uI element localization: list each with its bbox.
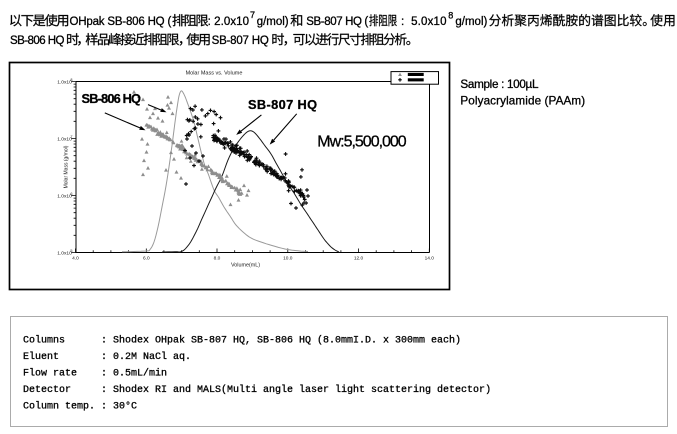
- svg-text:5.0x10: 5.0x10: [411, 16, 447, 28]
- svg-text:OHpak SB-806 HQ (: OHpak SB-806 HQ (: [70, 16, 172, 28]
- svg-text:1.0x10: 1.0x10: [57, 80, 72, 86]
- svg-text:7: 7: [70, 135, 72, 139]
- svg-text:12.0: 12.0: [354, 255, 364, 261]
- svg-text:7: 7: [250, 10, 255, 20]
- svg-text:14.0: 14.0: [425, 255, 435, 261]
- svg-text:: 30°C: : 30°C: [101, 401, 137, 413]
- svg-text:SB-806 HQ: SB-806 HQ: [10, 35, 64, 47]
- svg-text:: 0.2M NaCl aq.: : 0.2M NaCl aq.: [101, 351, 191, 363]
- svg-text:g/mol): g/mol): [257, 16, 289, 28]
- svg-text:1.0x10: 1.0x10: [57, 194, 72, 200]
- svg-text:8.0: 8.0: [214, 255, 221, 261]
- svg-text:Flow rate: Flow rate: [23, 368, 77, 380]
- svg-text:SB-807 HQ (: SB-807 HQ (: [306, 16, 368, 28]
- svg-text:SB-807 HQ: SB-807 HQ: [248, 97, 317, 112]
- svg-text::: :: [401, 16, 404, 28]
- svg-text:SB-806 HQ: SB-806 HQ: [82, 91, 142, 106]
- svg-text:: Shodex OHpak SB-807 HQ, SB-8: : Shodex OHpak SB-807 HQ, SB-806 HQ (8.0…: [101, 335, 461, 347]
- svg-text:Eluent: Eluent: [23, 351, 59, 363]
- svg-text:g/mol): g/mol): [455, 16, 487, 28]
- svg-text:Mw:5,500,000: Mw:5,500,000: [317, 133, 406, 150]
- svg-text:8: 8: [448, 11, 453, 21]
- svg-text:5: 5: [70, 249, 72, 253]
- svg-text:4.0: 4.0: [72, 255, 79, 261]
- svg-text:: 2.0x10: : 2.0x10: [208, 16, 249, 28]
- svg-text:Detector: Detector: [23, 385, 71, 396]
- svg-text:6: 6: [70, 192, 72, 196]
- svg-text:Molar Mass (g/mol): Molar Mass (g/mol): [64, 145, 70, 188]
- svg-text:8: 8: [70, 78, 72, 82]
- svg-text:SB-807 HQ: SB-807 HQ: [212, 35, 269, 47]
- svg-text:10.0: 10.0: [283, 255, 293, 261]
- svg-text:: 0.5mL/min: : 0.5mL/min: [101, 368, 167, 380]
- svg-text:Sample : 100µL: Sample : 100µL: [460, 78, 539, 91]
- svg-text:Volume(mL): Volume(mL): [231, 263, 260, 269]
- svg-text:Polyacrylamide (PAAm): Polyacrylamide (PAAm): [460, 95, 585, 108]
- svg-text:1.0x10: 1.0x10: [57, 251, 72, 257]
- svg-text:6.0: 6.0: [143, 255, 150, 261]
- svg-text:1.0x10: 1.0x10: [57, 137, 72, 143]
- svg-text:Columns: Columns: [23, 335, 65, 347]
- svg-text:: Shodex RI and MALS(Multi ang: : Shodex RI and MALS(Multi angle laser l…: [101, 384, 491, 396]
- svg-text:Molar Mass vs. Volume: Molar Mass vs. Volume: [186, 71, 243, 77]
- svg-text:Column temp.: Column temp.: [23, 401, 95, 413]
